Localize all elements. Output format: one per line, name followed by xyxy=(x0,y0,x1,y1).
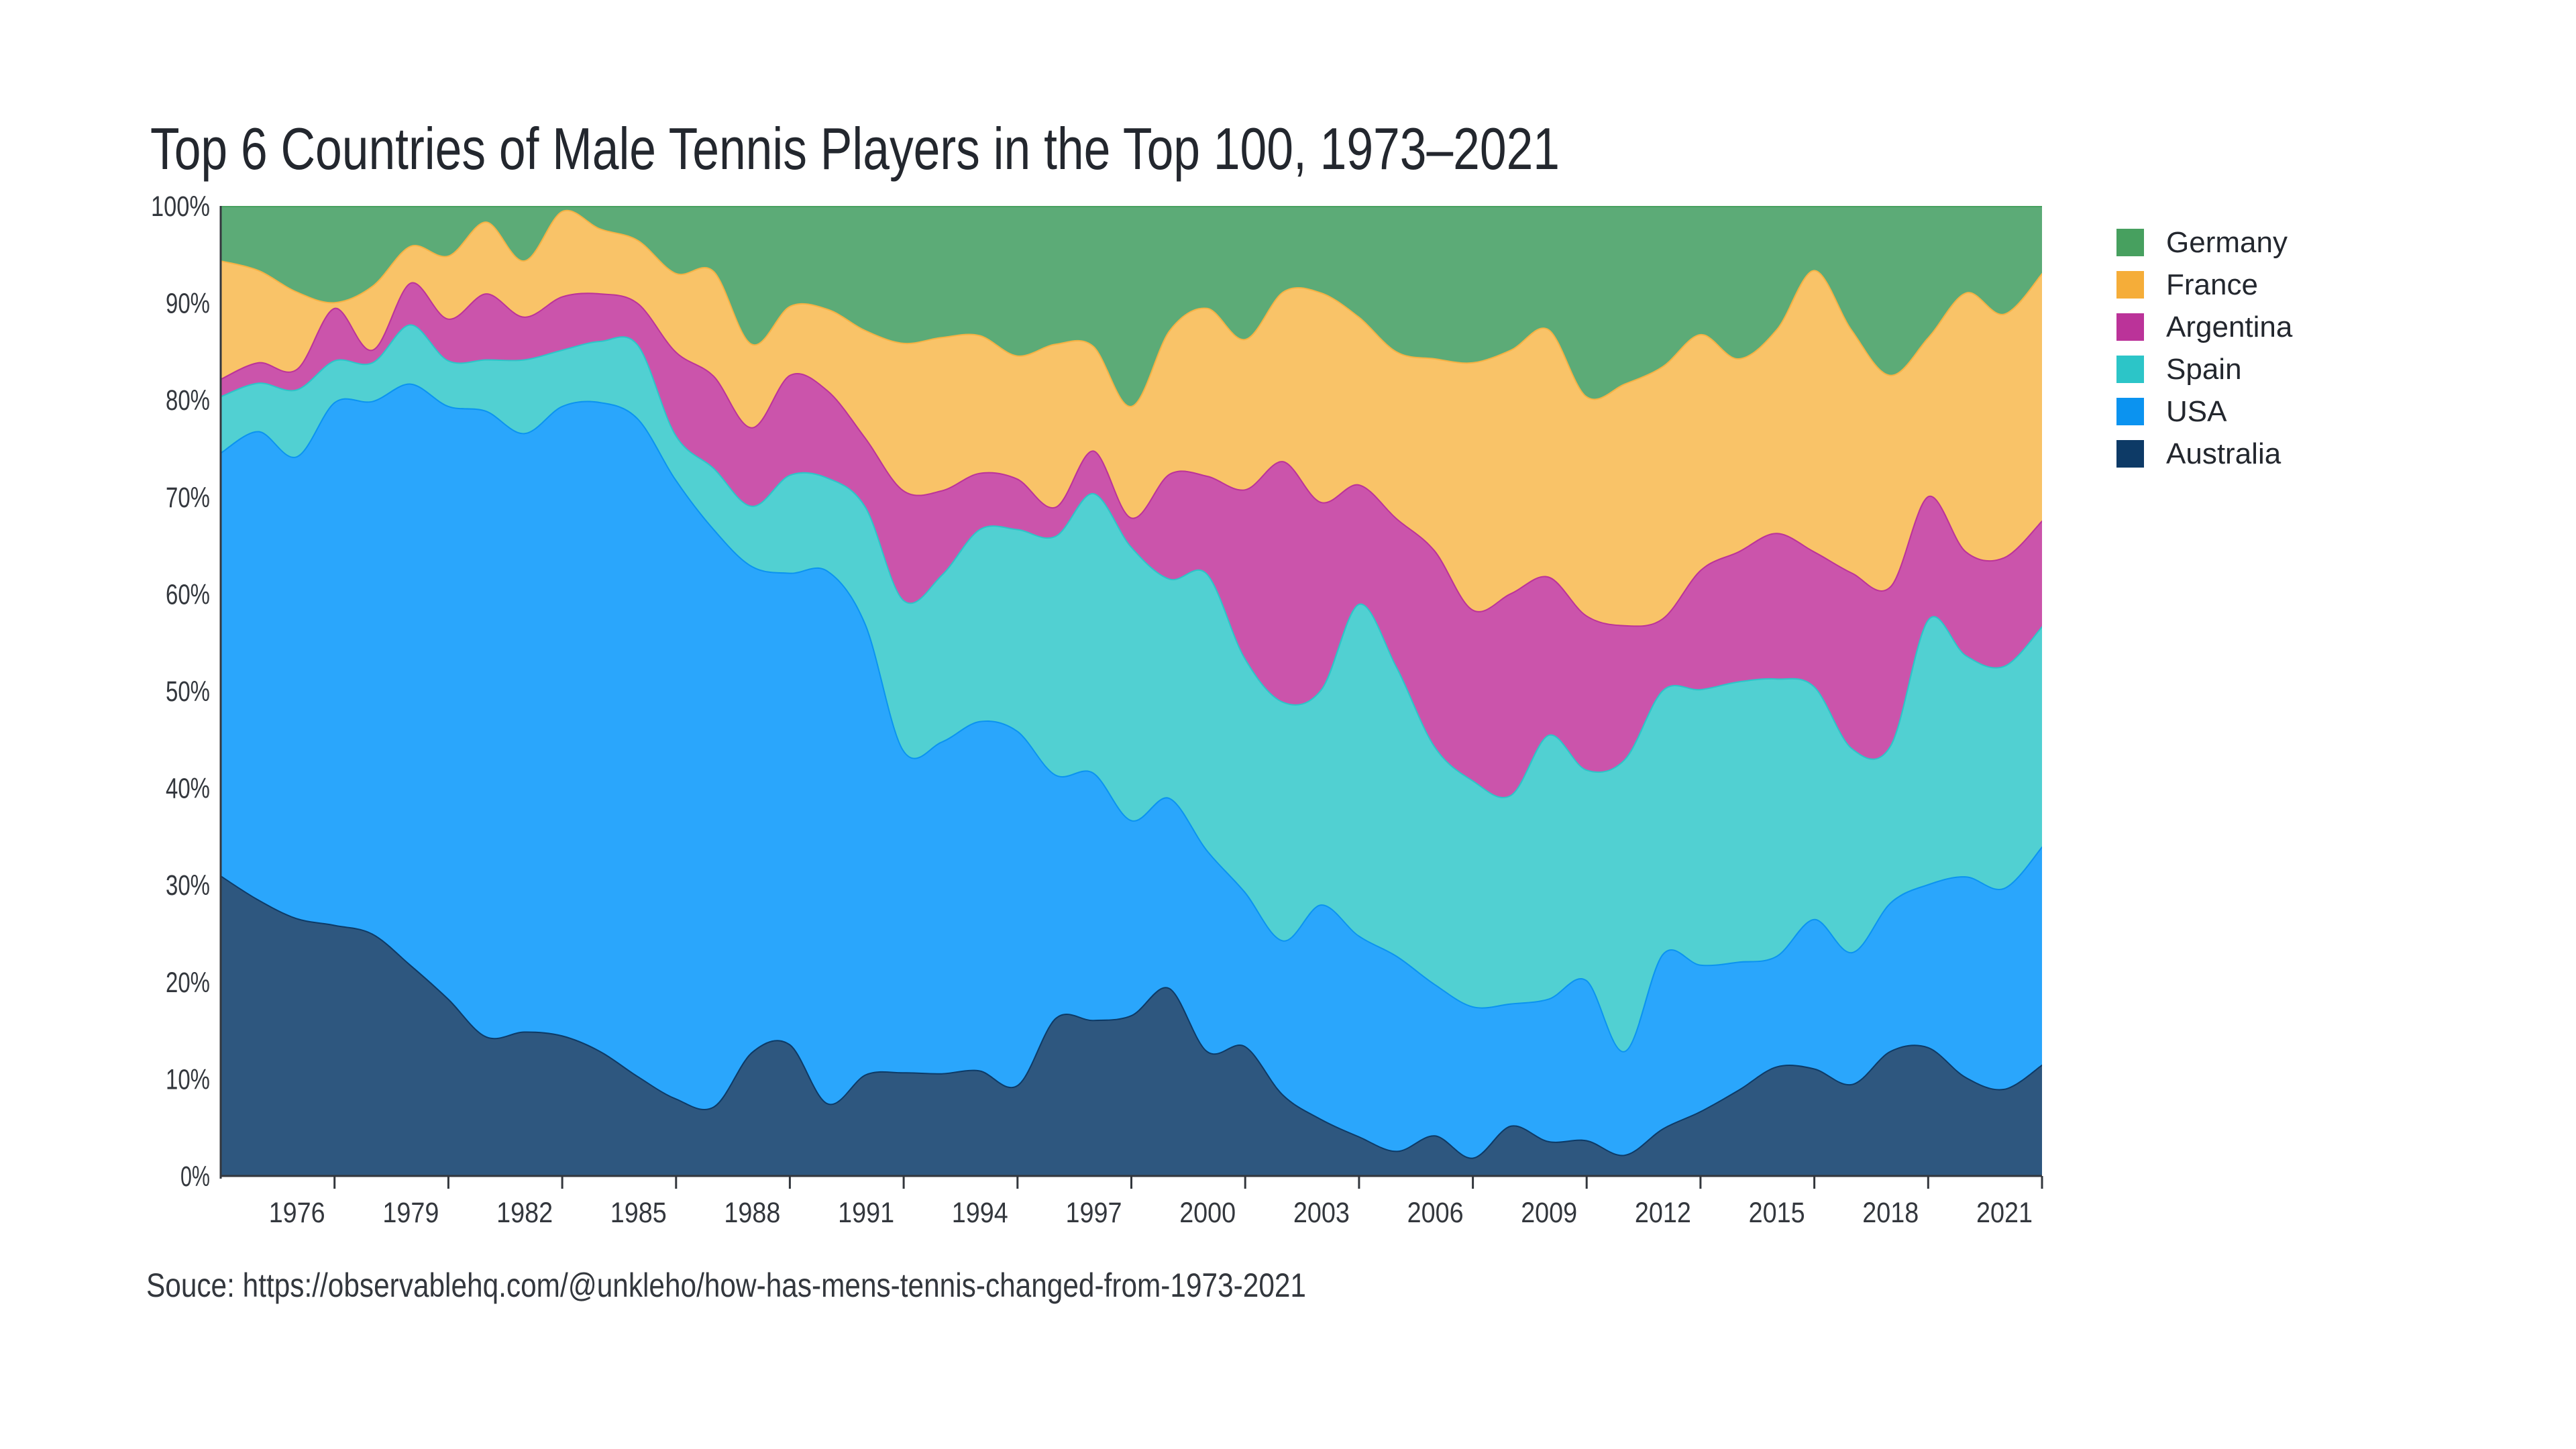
svg-text:30%: 30% xyxy=(166,869,210,902)
svg-text:0%: 0% xyxy=(180,1161,210,1193)
svg-text:Germany: Germany xyxy=(2166,226,2288,259)
svg-text:France: France xyxy=(2166,268,2258,301)
svg-text:90%: 90% xyxy=(166,288,210,320)
svg-text:100%: 100% xyxy=(151,191,210,223)
svg-text:20%: 20% xyxy=(166,967,210,999)
svg-text:1991: 1991 xyxy=(838,1197,894,1229)
svg-text:40%: 40% xyxy=(166,773,210,805)
svg-text:Argentina: Argentina xyxy=(2166,311,2293,343)
svg-text:50%: 50% xyxy=(166,676,210,708)
svg-text:2009: 2009 xyxy=(1521,1197,1577,1229)
svg-text:Spain: Spain xyxy=(2166,353,2242,386)
svg-text:Top 6 Countries of Male Tennis: Top 6 Countries of Male Tennis Players i… xyxy=(150,115,1560,182)
svg-text:Souce: https://observablehq.co: Souce: https://observablehq.com/@unkleho… xyxy=(146,1267,1306,1304)
svg-text:1979: 1979 xyxy=(382,1197,439,1229)
svg-text:1976: 1976 xyxy=(269,1197,325,1229)
svg-text:Australia: Australia xyxy=(2166,437,2282,470)
svg-text:2012: 2012 xyxy=(1635,1197,1691,1229)
svg-text:80%: 80% xyxy=(166,384,210,417)
svg-text:2015: 2015 xyxy=(1749,1197,1805,1229)
svg-text:1982: 1982 xyxy=(496,1197,553,1229)
svg-text:70%: 70% xyxy=(166,482,210,514)
svg-text:2006: 2006 xyxy=(1407,1197,1464,1229)
svg-text:2018: 2018 xyxy=(1862,1197,1919,1229)
svg-text:1988: 1988 xyxy=(724,1197,780,1229)
svg-text:1994: 1994 xyxy=(952,1197,1008,1229)
svg-text:1997: 1997 xyxy=(1066,1197,1122,1229)
svg-text:2003: 2003 xyxy=(1293,1197,1350,1229)
svg-text:10%: 10% xyxy=(166,1063,210,1095)
svg-text:60%: 60% xyxy=(166,578,210,610)
svg-text:1985: 1985 xyxy=(610,1197,667,1229)
svg-text:2021: 2021 xyxy=(1976,1197,2033,1229)
svg-text:USA: USA xyxy=(2166,395,2227,428)
svg-text:2000: 2000 xyxy=(1179,1197,1236,1229)
